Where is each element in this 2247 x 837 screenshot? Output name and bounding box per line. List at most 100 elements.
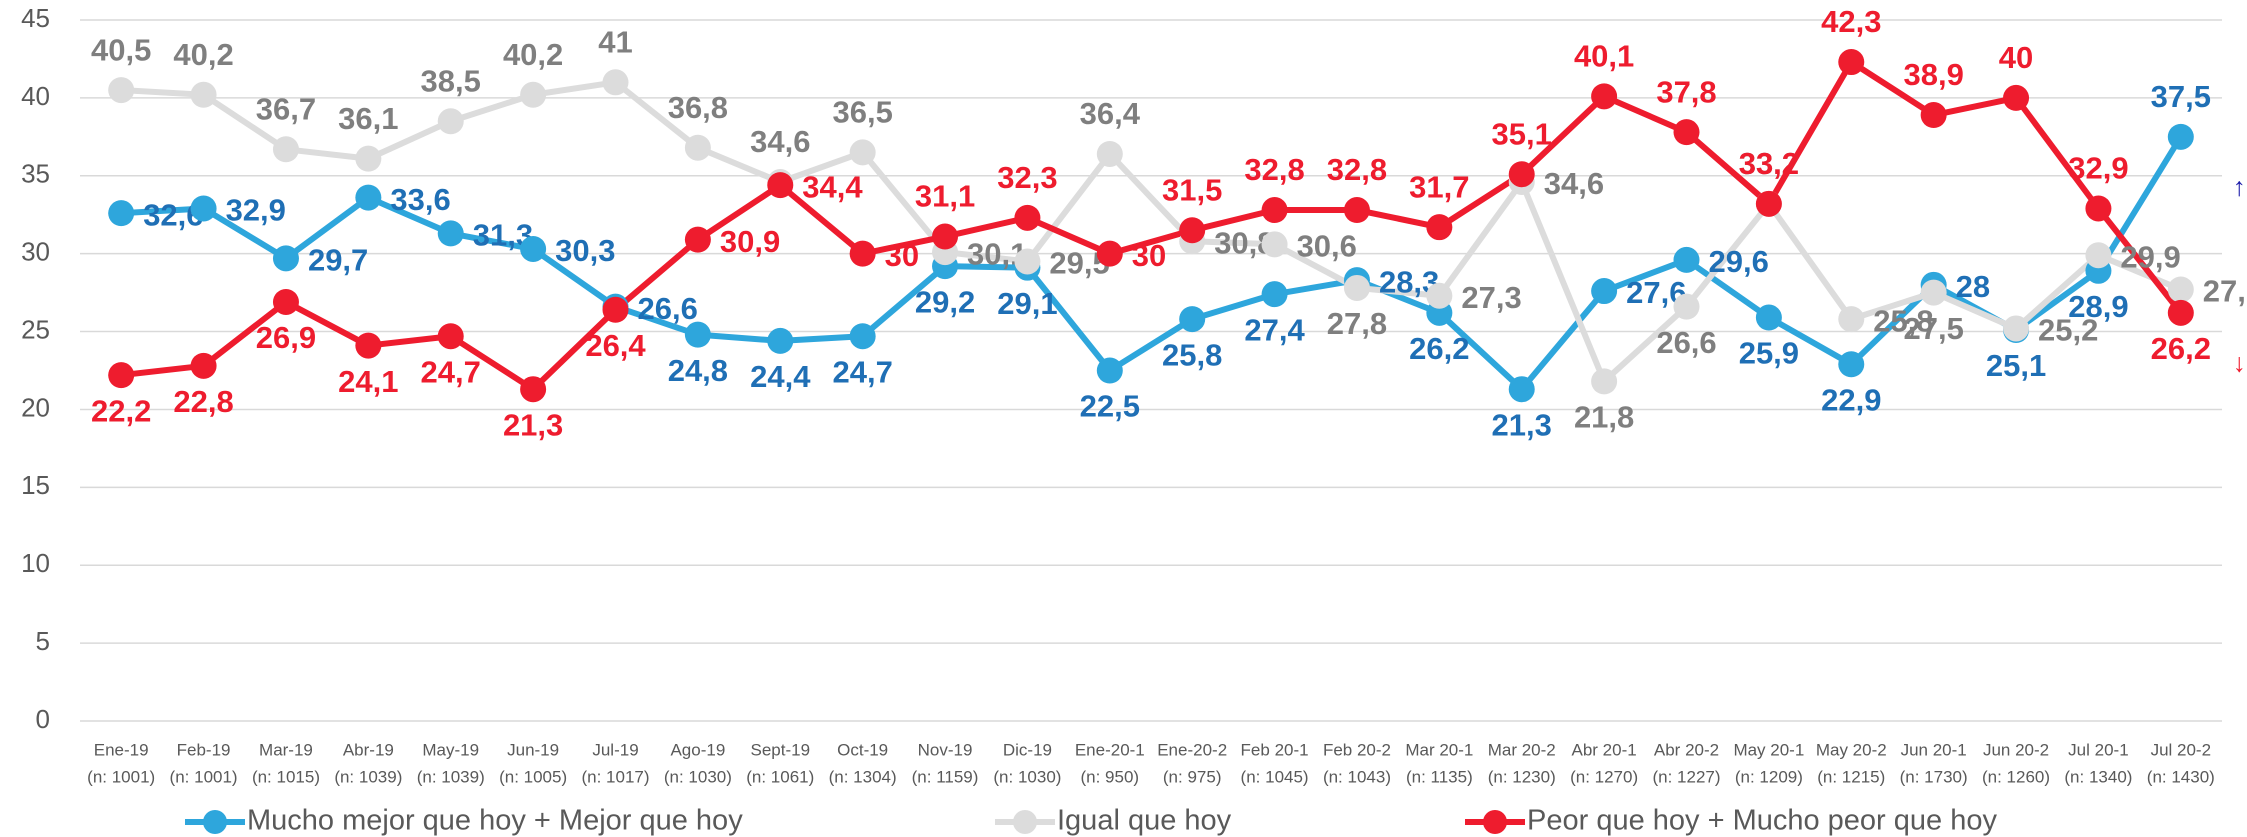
legend-marker — [1013, 810, 1037, 834]
data-label: 26,2 — [1409, 331, 1469, 366]
data-point — [1261, 197, 1288, 224]
y-tick-label: 40 — [21, 81, 50, 111]
data-point — [108, 200, 135, 227]
data-label: 36,8 — [668, 90, 728, 125]
data-label: 40,2 — [503, 37, 563, 72]
x-tick-note: (n: 1001) — [170, 767, 238, 786]
data-label: 29,9 — [2120, 239, 2180, 274]
data-point — [1591, 278, 1618, 305]
data-label: 22,8 — [173, 384, 233, 419]
data-label: 27,5 — [1903, 311, 1963, 346]
data-point — [520, 81, 547, 108]
data-point — [355, 332, 382, 359]
data-label: 32,8 — [1244, 152, 1304, 187]
x-tick-note: (n: 1015) — [252, 767, 320, 786]
y-tick-label: 35 — [21, 159, 50, 189]
x-tick-label: Abr 20-1 — [1572, 740, 1637, 759]
data-point — [602, 69, 629, 96]
data-label: 32,9 — [226, 193, 286, 228]
data-label: 25,2 — [2038, 313, 2098, 348]
data-point — [272, 288, 299, 315]
x-tick-note: (n: 1304) — [829, 767, 897, 786]
series-line — [121, 79, 2182, 385]
data-label: 28 — [1956, 269, 1990, 304]
data-label: 27,8 — [1327, 306, 1387, 341]
series-line — [121, 135, 2184, 393]
data-label: 40 — [1999, 40, 2033, 75]
data-label: 31,1 — [915, 179, 975, 214]
legend-label: Mucho mejor que hoy + Mejor que hoy — [247, 805, 743, 837]
data-label: 26,6 — [1656, 325, 1716, 360]
x-tick-note: (n: 1270) — [1570, 767, 1638, 786]
data-point — [1179, 217, 1206, 244]
data-label: 22,5 — [1080, 389, 1140, 424]
data-label: 26,6 — [638, 291, 698, 326]
x-tick-label: Ene-19 — [94, 740, 149, 759]
data-point — [684, 226, 711, 253]
x-tick-note: (n: 1030) — [993, 767, 1061, 786]
data-point — [1838, 49, 1865, 76]
x-tick-note: (n: 1159) — [912, 767, 979, 786]
data-label: 29,2 — [915, 284, 975, 319]
y-tick-label: 10 — [21, 548, 50, 578]
data-label: 36,1 — [338, 101, 398, 136]
data-label: 34,6 — [750, 124, 810, 159]
trend-arrow: ↑ — [2233, 172, 2246, 202]
data-point — [2003, 84, 2030, 111]
y-tick-label: 0 — [36, 704, 50, 734]
data-point — [190, 352, 217, 379]
data-point — [1426, 214, 1453, 241]
data-point — [602, 296, 629, 323]
x-tick-label: Ene-20-2 — [1157, 740, 1227, 759]
data-label: 24,1 — [338, 364, 398, 399]
x-tick-note: (n: 1227) — [1652, 767, 1720, 786]
x-tick-label: Dic-19 — [1003, 740, 1052, 759]
x-tick-note: (n: 1430) — [2147, 767, 2215, 786]
data-point — [1014, 204, 1041, 231]
data-label: 27,3 — [1461, 280, 1521, 315]
data-label: 31,5 — [1162, 172, 1222, 207]
data-point — [1673, 246, 1700, 273]
data-label: 40,1 — [1574, 39, 1634, 74]
data-point — [849, 139, 876, 166]
data-label: 32,3 — [997, 160, 1057, 195]
data-label: 24,7 — [421, 354, 481, 389]
data-label: 25,8 — [1873, 303, 1933, 338]
data-point — [108, 362, 135, 389]
data-point — [2167, 276, 2194, 303]
data-point — [2167, 123, 2194, 150]
y-tick-label: 15 — [21, 470, 50, 500]
data-label: 28,9 — [2068, 289, 2128, 324]
data-point — [2003, 315, 2030, 342]
x-tick-label: Abr 20-2 — [1654, 740, 1719, 759]
data-point — [1343, 274, 1370, 301]
data-label: 27,7 — [2203, 274, 2247, 309]
x-tick-label: Mar 20-2 — [1488, 740, 1556, 759]
x-tick-note: (n: 1730) — [1900, 767, 1968, 786]
data-point — [1591, 83, 1618, 110]
trend-arrow: ↓ — [2233, 348, 2246, 378]
data-point — [1920, 102, 1947, 129]
data-point — [2085, 195, 2112, 222]
data-label: 30,6 — [1297, 229, 1357, 264]
data-point — [272, 245, 299, 272]
x-tick-note: (n: 1017) — [581, 767, 649, 786]
data-point — [1508, 161, 1535, 188]
data-label: 40,5 — [91, 32, 151, 67]
data-label: 24,7 — [832, 354, 892, 389]
data-label: 21,3 — [1492, 407, 1552, 442]
y-tick-label: 45 — [21, 3, 50, 33]
x-tick-note: (n: 1045) — [1241, 767, 1309, 786]
data-point — [108, 77, 135, 104]
data-point — [1838, 351, 1865, 378]
data-label: 29,6 — [1709, 244, 1769, 279]
x-tick-label: Feb 20-1 — [1241, 740, 1309, 759]
x-tick-label: Nov-19 — [918, 740, 973, 759]
data-point — [437, 108, 464, 135]
data-label: 25,1 — [1986, 348, 2046, 383]
data-point — [849, 323, 876, 350]
data-label: 33,6 — [390, 182, 450, 217]
y-tick-label: 20 — [21, 392, 50, 422]
data-label: 22,2 — [91, 393, 151, 428]
data-label: 36,7 — [256, 91, 316, 126]
